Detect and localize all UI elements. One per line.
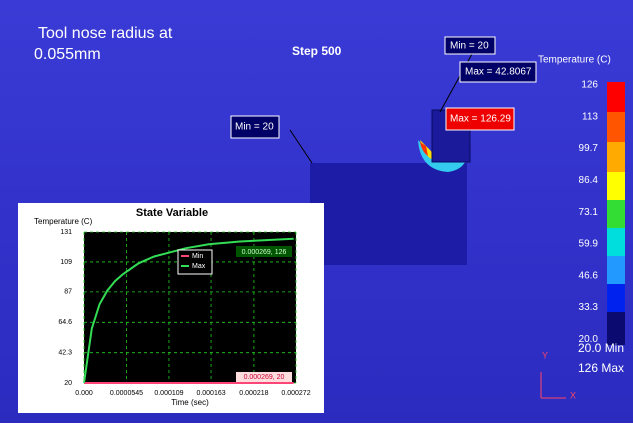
color-band bbox=[607, 228, 625, 256]
chart-annotation: 0.000269, 126 bbox=[242, 249, 287, 256]
x-tick-label: 0.000 bbox=[75, 390, 93, 397]
x-tick-label: 0.000163 bbox=[196, 390, 225, 397]
legend-min: 20.0 Min bbox=[578, 341, 624, 355]
x-axis-label: Time (sec) bbox=[171, 398, 209, 407]
legend-entry: Max bbox=[192, 263, 206, 270]
color-band bbox=[607, 82, 625, 112]
color-band bbox=[607, 112, 625, 142]
x-tick-label: 0.000218 bbox=[239, 390, 268, 397]
triad-y: Y bbox=[542, 350, 548, 360]
y-axis-label: Temperature (C) bbox=[34, 217, 93, 226]
color-band bbox=[607, 200, 625, 228]
y-tick-label: 42.3 bbox=[58, 350, 72, 357]
legend-label: 113 bbox=[582, 111, 598, 122]
legend-label: 73.1 bbox=[579, 207, 599, 218]
title-line: 0.055mm bbox=[34, 46, 101, 63]
legend-label: 46.6 bbox=[579, 270, 599, 281]
legend-label: 59.9 bbox=[579, 239, 599, 250]
x-tick-label: 0.0000545 bbox=[110, 390, 143, 397]
y-tick-label: 20 bbox=[64, 380, 72, 387]
screenshot: Tool nose radius at 0.055mm Step 500 Min… bbox=[0, 0, 633, 423]
tool-min-label: Min = 20 bbox=[450, 41, 489, 52]
triad-x: X bbox=[570, 390, 576, 400]
step-label: Step 500 bbox=[292, 44, 342, 58]
legend-title: Temperature (C) bbox=[538, 55, 611, 66]
tool-max-label: Max = 42.8067 bbox=[465, 67, 532, 78]
color-band bbox=[607, 142, 625, 172]
color-band bbox=[607, 256, 625, 284]
color-band bbox=[607, 312, 625, 345]
legend-label: 126 bbox=[581, 80, 598, 91]
workpiece bbox=[310, 163, 467, 265]
legend-max: 126 Max bbox=[578, 361, 624, 375]
y-tick-label: 109 bbox=[60, 259, 72, 266]
chart-annotation: 0.000269, 20 bbox=[244, 374, 285, 381]
legend-label: 33.3 bbox=[579, 302, 599, 313]
x-tick-label: 0.000109 bbox=[154, 390, 183, 397]
x-tick-label: 0.000272 bbox=[281, 390, 310, 397]
color-band bbox=[607, 284, 625, 312]
chart-title: State Variable bbox=[136, 207, 208, 219]
color-band bbox=[607, 172, 625, 200]
legend-label: 99.7 bbox=[579, 143, 599, 154]
page: { "header": {"title_lines": ["Tool nose … bbox=[0, 0, 633, 423]
y-tick-label: 87 bbox=[64, 289, 72, 296]
y-tick-label: 64.6 bbox=[58, 319, 72, 326]
workpiece-min-label: Min = 20 bbox=[235, 122, 274, 133]
legend-label: 86.4 bbox=[579, 175, 599, 186]
legend-entry: Min bbox=[192, 253, 203, 260]
y-tick-label: 131 bbox=[60, 229, 72, 236]
color-bar bbox=[607, 82, 625, 345]
max-label: Max = 126.29 bbox=[450, 114, 511, 125]
title-line: Tool nose radius at bbox=[38, 25, 173, 42]
